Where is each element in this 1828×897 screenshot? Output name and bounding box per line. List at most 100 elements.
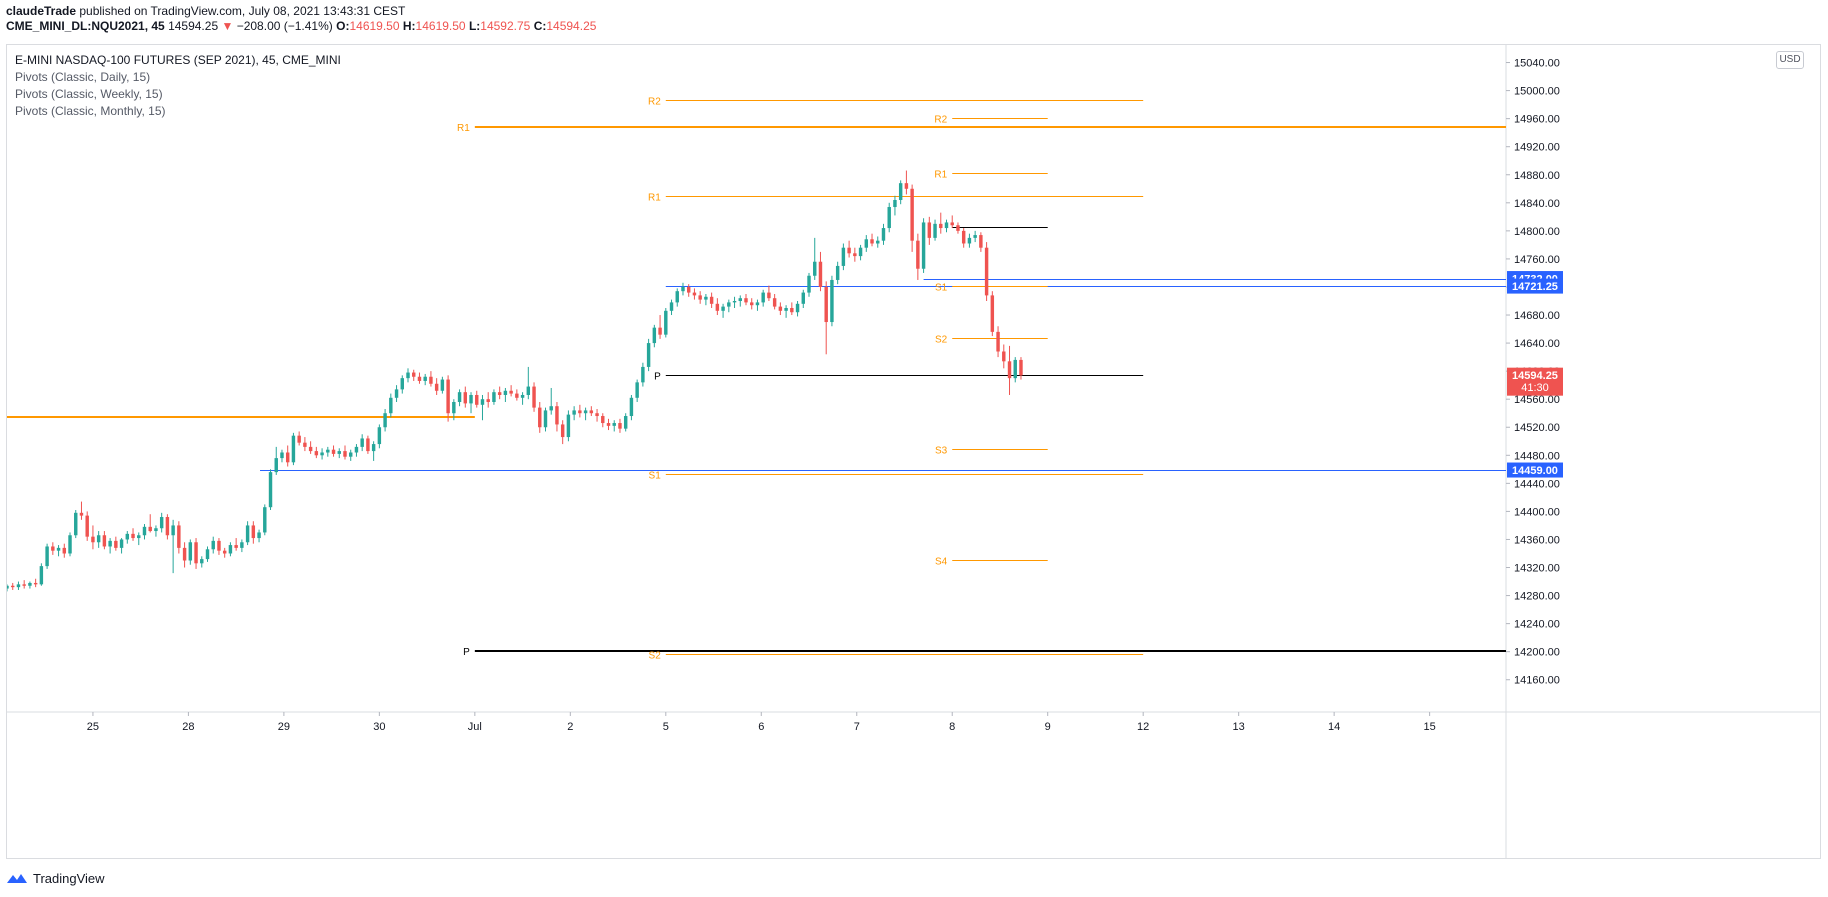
candle-body	[772, 298, 777, 307]
candle-body	[893, 200, 897, 208]
time-tick-label: 29	[278, 721, 290, 733]
candle-body	[217, 540, 221, 551]
pivot-label: R1	[648, 193, 661, 204]
candle-body	[709, 296, 714, 304]
candle-body	[996, 331, 1000, 352]
price-tick-label: 14760.00	[1514, 254, 1560, 266]
footer-branding[interactable]: TradingView	[6, 868, 105, 888]
candle-body	[509, 390, 513, 394]
currency-badge[interactable]: USD	[1776, 51, 1804, 69]
candle-body	[549, 406, 553, 411]
candle-body	[910, 188, 914, 241]
price-change: −208.00 (−1.41%)	[236, 19, 333, 33]
candle-body	[503, 390, 508, 395]
candle-body	[898, 183, 903, 201]
candle-body	[457, 392, 462, 402]
price-badge-label: 14459.00	[1512, 465, 1558, 477]
price-tick-label: 15000.00	[1514, 86, 1560, 98]
pivot-label: R2	[934, 115, 947, 126]
candle-body	[297, 435, 301, 443]
candle-body	[956, 225, 960, 231]
down-arrow-icon: ▼	[221, 19, 234, 33]
candle-body	[646, 343, 651, 367]
candle-body	[887, 207, 891, 229]
candle-body	[623, 416, 628, 429]
candle-body	[343, 451, 347, 457]
price-tick-label: 14560.00	[1514, 394, 1560, 406]
candle-body	[532, 386, 536, 408]
candle-body	[497, 392, 502, 395]
candle-body	[7, 585, 9, 589]
candle-body	[578, 410, 582, 414]
price-tick-label: 14680.00	[1514, 310, 1560, 322]
legend-indicator-daily[interactable]: Pivots (Classic, Daily, 15)	[15, 70, 151, 84]
candle-body	[830, 279, 834, 323]
candle-body	[520, 394, 525, 398]
last-price: 14594.25	[168, 19, 219, 33]
time-tick-label: 13	[1233, 721, 1245, 733]
price-tick-label: 14880.00	[1514, 170, 1560, 182]
candle-body	[303, 442, 307, 447]
candle-body	[102, 535, 107, 547]
legend-indicator-monthly[interactable]: Pivots (Classic, Monthly, 15)	[15, 104, 166, 118]
candle-body	[715, 303, 720, 311]
candle-body	[961, 230, 966, 244]
candle-body	[463, 392, 468, 404]
candle-body	[245, 525, 250, 543]
price-badge	[1507, 278, 1563, 294]
candle-body	[904, 183, 909, 189]
time-tick-label: 5	[663, 721, 669, 733]
candle-body	[280, 452, 284, 459]
price-tick-label: 14640.00	[1514, 338, 1560, 350]
open-value: 14619.50	[349, 19, 400, 33]
candle-body	[870, 239, 874, 244]
candle-body	[583, 410, 588, 414]
candle-body	[274, 458, 278, 473]
candle-body	[417, 376, 422, 381]
candle-body	[950, 222, 954, 226]
candle-body	[664, 310, 668, 335]
candle-body	[795, 303, 800, 313]
candle-body	[222, 550, 227, 554]
candle-body	[566, 414, 571, 438]
candle-body	[114, 540, 118, 548]
plot-area[interactable]: R1 P R2 R1 P S1 S2 R2 R1 S1 S2 S3 S4	[6, 97, 1506, 662]
publish-header: claudeTrade published on TradingView.com…	[6, 4, 596, 34]
candle-body	[434, 383, 439, 391]
author-name[interactable]: claudeTrade	[6, 4, 77, 18]
candle-body	[732, 300, 737, 303]
candle-body	[669, 302, 674, 311]
pivot-label: P	[463, 647, 470, 658]
candle-body	[560, 424, 565, 438]
candle-body	[119, 539, 124, 548]
candle-body	[538, 407, 542, 428]
candle-body	[165, 517, 170, 536]
candle-body	[744, 298, 748, 303]
candle-body	[750, 302, 754, 306]
candle-body	[154, 528, 158, 532]
candle-body	[641, 366, 645, 383]
time-tick-label: 15	[1423, 721, 1435, 733]
candle-body	[921, 222, 926, 269]
candle-body	[331, 449, 336, 454]
candle-body	[16, 584, 21, 588]
legend-symbol[interactable]: E-MINI NASDAQ-100 FUTURES (SEP 2021), 45…	[15, 53, 341, 67]
price-chart[interactable]: 15040.00 15000.00 14960.00 14920.00 14880.00…	[6, 44, 1821, 859]
price-tick-label: 14200.00	[1514, 647, 1560, 659]
candle-body	[927, 222, 932, 238]
chart-legend: E-MINI NASDAQ-100 FUTURES (SEP 2021), 45…	[15, 52, 341, 120]
low-value: 14592.75	[480, 19, 531, 33]
candle-body	[251, 525, 256, 539]
candle-body	[658, 327, 662, 335]
candle-body	[755, 302, 760, 306]
close-label: C:	[533, 19, 547, 33]
candle-body	[389, 397, 393, 414]
price-tick-label: 14240.00	[1514, 619, 1560, 631]
candle-body	[967, 237, 972, 244]
candle-body	[79, 512, 84, 516]
candle-body	[818, 261, 823, 287]
pivot-label: R1	[457, 123, 470, 134]
candle-body	[589, 410, 594, 414]
legend-indicator-weekly[interactable]: Pivots (Classic, Weekly, 15)	[15, 87, 163, 101]
candle-body	[11, 585, 15, 588]
